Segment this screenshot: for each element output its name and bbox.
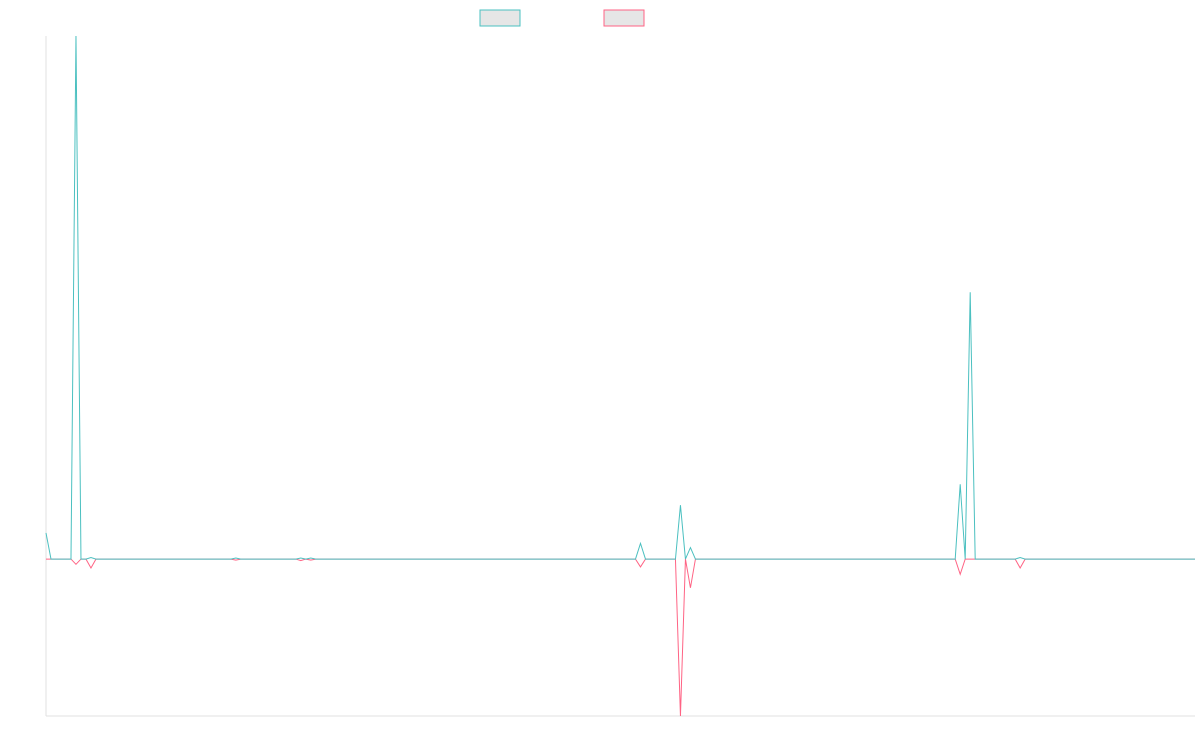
legend-swatch [479, 9, 521, 27]
series-line [45, 35, 1195, 560]
legend-swatch [603, 9, 645, 27]
series-line [46, 558, 1195, 717]
